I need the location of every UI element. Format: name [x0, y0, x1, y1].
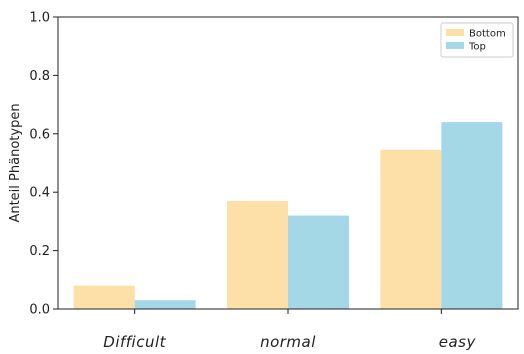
y-tick-label: 0.2 — [29, 244, 50, 259]
category-label-easy: easy — [438, 333, 476, 351]
bar-bottom-easy — [380, 149, 442, 309]
category-label-normal: normal — [260, 333, 316, 351]
y-tick-label: 0.0 — [29, 303, 50, 318]
bar-bottom-difficult — [73, 285, 135, 309]
legend-label-bottom: Bottom — [469, 29, 506, 40]
legend-swatch-top — [446, 42, 464, 49]
y-axis-title: Anteil Phänotypen — [8, 103, 23, 222]
bar-top-difficult — [134, 300, 196, 309]
bar-bottom-normal — [227, 200, 288, 309]
legend-label-top: Top — [468, 42, 486, 53]
y-tick-label: 1.0 — [29, 11, 50, 26]
y-tick-label: 0.6 — [29, 127, 50, 142]
bars-layer — [73, 122, 503, 310]
bar-top-easy — [441, 122, 503, 310]
category-label-difficult: Difficult — [103, 333, 167, 351]
bar-top-normal — [288, 215, 349, 309]
legend-swatch-bottom — [446, 29, 464, 36]
y-tick-label: 0.8 — [29, 69, 50, 84]
legend: Bottom Top — [440, 22, 514, 58]
axes-layer: 0.0 0.2 0.4 0.6 0.8 1.0 — [29, 11, 519, 318]
y-tick-label: 0.4 — [29, 186, 50, 201]
